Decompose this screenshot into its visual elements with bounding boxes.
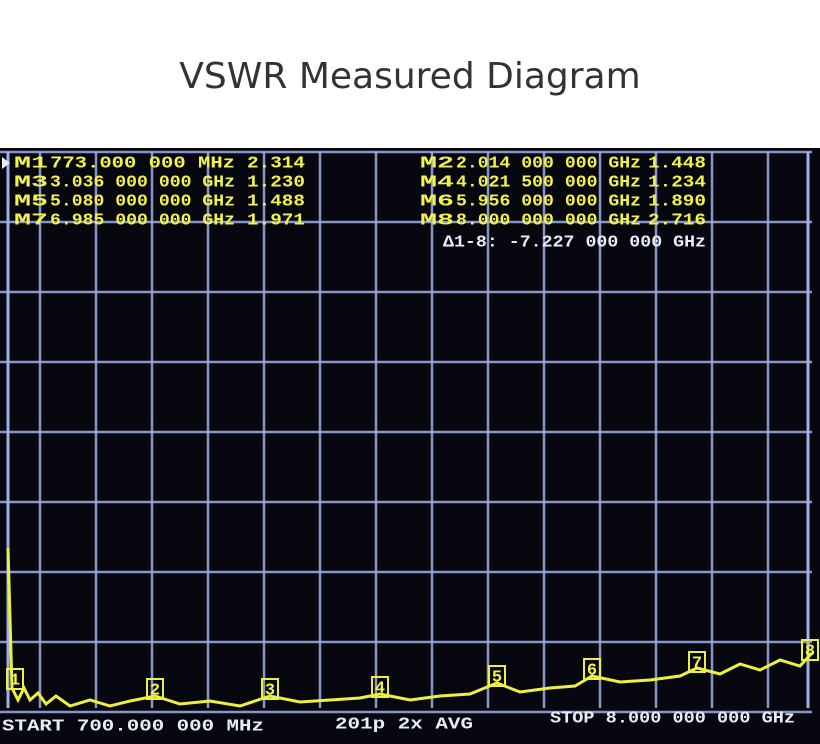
marker-label: M8 (420, 211, 454, 230)
marker-flag-label: 8 (805, 642, 815, 661)
marker-frequency: 3.036 000 000 GHz (50, 173, 235, 192)
marker-vswr: 2.716 (648, 211, 706, 230)
marker-label: M5 (14, 192, 48, 211)
marker-frequency: 6.985 000 000 GHz (50, 211, 235, 230)
marker-flag-label: 5 (492, 668, 502, 687)
marker-flag-label: 6 (587, 661, 597, 680)
marker-vswr: 1.971 (247, 211, 305, 230)
marker-flag (6, 668, 24, 690)
vswr-trace (6, 547, 814, 708)
start-frequency: START 700.000 000 MHz (2, 717, 264, 736)
marker-flag-label: 7 (692, 654, 702, 673)
marker-vswr: 1.890 (648, 192, 706, 211)
marker-vswr: 1.488 (247, 192, 305, 211)
marker-frequency: 2.014 000 000 GHz (456, 154, 641, 173)
marker-label: M1 (14, 154, 48, 173)
marker-flag (801, 639, 819, 661)
marker-flag-label: 2 (150, 681, 160, 700)
marker-flag (688, 651, 706, 673)
marker-flag-label: 1 (10, 671, 20, 690)
marker-flag (583, 658, 601, 680)
marker-flag-label: 3 (265, 681, 275, 700)
analyzer-screen: 1 2 3 4 5 6 7 8 M1 773.000 000 MHz 2.314 M2 2.014 0… (0, 148, 820, 744)
marker-vswr: 1.448 (648, 154, 706, 173)
page-title: VSWR Measured Diagram (179, 56, 641, 97)
marker-frequency: 773.000 000 MHz (50, 154, 235, 173)
delta-readout: Δ1-8: -7.227 000 000 GHz (443, 233, 706, 252)
marker-frequency: 4.021 500 000 GHz (456, 173, 641, 192)
stop-frequency: STOP 8.000 000 000 GHz (550, 709, 795, 728)
marker-label: M4 (420, 173, 454, 192)
marker-label: M2 (420, 154, 454, 173)
screen-background (0, 148, 820, 744)
marker-flag (488, 665, 506, 687)
marker-label: M3 (14, 173, 48, 192)
active-marker-arrow (2, 157, 10, 169)
marker-frequency: 5.080 000 000 GHz (50, 192, 235, 211)
marker-flag (261, 678, 279, 700)
marker-frequency: 5.956 000 000 GHz (456, 192, 641, 211)
grid (0, 150, 812, 714)
trace-layer: 1 2 3 4 5 6 7 8 (6, 547, 819, 708)
marker-vswr: 1.234 (648, 173, 706, 192)
marker-flag (371, 676, 389, 698)
marker-frequency: 8.000 000 000 GHz (456, 211, 641, 230)
marker-label: M6 (420, 192, 454, 211)
marker-flag-label: 4 (375, 679, 385, 698)
points-average: 201p 2x AVG (335, 715, 473, 734)
marker-readout: M1 773.000 000 MHz 2.314 M2 2.014 000 000 GH… (2, 154, 706, 230)
marker-vswr: 2.314 (247, 154, 305, 173)
marker-flag (146, 678, 164, 700)
marker-vswr: 1.230 (247, 173, 305, 192)
marker-label: M7 (14, 211, 48, 230)
